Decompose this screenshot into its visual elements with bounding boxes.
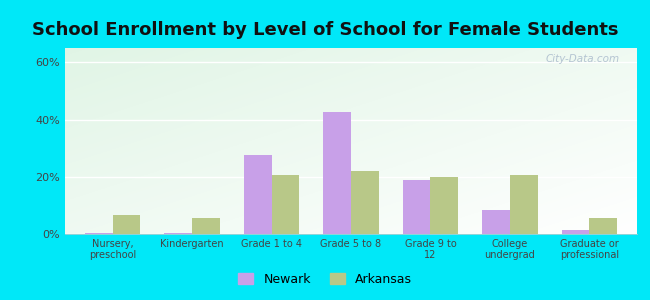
Bar xyxy=(351,171,379,234)
Bar xyxy=(430,177,458,234)
Bar xyxy=(590,218,617,234)
Text: School Enrollment by Level of School for Female Students: School Enrollment by Level of School for… xyxy=(32,21,618,39)
Bar xyxy=(272,175,300,234)
Bar xyxy=(510,175,538,234)
Bar xyxy=(164,232,192,234)
Bar xyxy=(562,230,590,234)
Bar xyxy=(482,210,510,234)
Bar xyxy=(323,112,351,234)
Bar xyxy=(192,218,220,234)
Bar xyxy=(85,232,112,234)
Bar xyxy=(402,180,430,234)
Legend: Newark, Arkansas: Newark, Arkansas xyxy=(233,268,417,291)
Text: City-Data.com: City-Data.com xyxy=(546,54,620,64)
Bar xyxy=(112,215,140,234)
Bar xyxy=(244,155,272,234)
